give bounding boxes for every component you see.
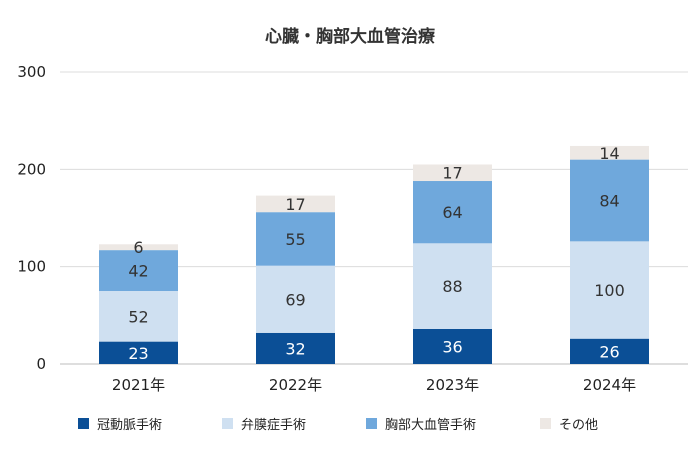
data-label: 42 xyxy=(128,262,148,281)
bar-segment xyxy=(99,341,178,364)
data-label: 64 xyxy=(442,203,462,222)
bar-segment xyxy=(413,328,492,364)
x-tick-label: 2023年 xyxy=(426,376,479,394)
bars: 23 52 42 6 32 69 55 17 36 88 64 17 26 100 84 14 xyxy=(99,144,649,364)
data-label: 23 xyxy=(128,344,148,363)
bar-segment xyxy=(256,265,335,333)
legend-label: 冠動脈手術 xyxy=(97,418,162,433)
y-axis: 0 100 200 300 xyxy=(17,63,46,373)
legend-swatch xyxy=(222,418,233,429)
data-label: 88 xyxy=(442,277,462,296)
x-tick-label: 2024年 xyxy=(583,376,636,394)
bar-segment xyxy=(570,145,649,160)
data-label: 84 xyxy=(599,191,619,210)
bar-segment xyxy=(99,250,178,291)
data-label: 32 xyxy=(285,339,305,358)
legend-swatch xyxy=(366,418,377,429)
legend-label: 弁膜症手術 xyxy=(241,418,306,433)
data-label: 6 xyxy=(133,238,143,257)
x-tick-label: 2021年 xyxy=(112,376,165,394)
bar-segment xyxy=(256,332,335,364)
data-label: 69 xyxy=(285,290,305,309)
legend-label: その他 xyxy=(559,418,598,433)
data-label: 52 xyxy=(128,307,148,326)
bar-segment xyxy=(570,241,649,339)
legend: 冠動脈手術 弁膜症手術 胸部大血管手術 その他 xyxy=(78,418,598,433)
bar-segment xyxy=(99,244,178,251)
legend-swatch xyxy=(540,418,551,429)
chart-title: 心臓・胸部大血管治療 xyxy=(265,26,436,47)
data-label: 36 xyxy=(442,337,462,356)
bar-segment xyxy=(570,159,649,242)
data-label: 17 xyxy=(442,164,462,183)
bar-segment xyxy=(570,338,649,364)
data-label: 100 xyxy=(594,281,625,300)
bar-segment xyxy=(256,212,335,266)
bar-segment xyxy=(99,291,178,342)
x-axis: 2021年 2022年 2023年 2024年 xyxy=(112,376,636,394)
data-label: 14 xyxy=(599,144,619,163)
y-tick-label: 100 xyxy=(17,258,46,276)
y-tick-label: 0 xyxy=(36,355,46,373)
data-label: 17 xyxy=(285,195,305,214)
y-tick-label: 300 xyxy=(17,63,46,81)
bar-segment xyxy=(413,164,492,182)
bar-segment xyxy=(256,195,335,213)
legend-swatch xyxy=(78,418,89,429)
data-label: 26 xyxy=(599,342,619,361)
y-tick-label: 200 xyxy=(17,160,46,178)
legend-label: 胸部大血管手術 xyxy=(385,418,476,433)
bar-segment xyxy=(413,243,492,329)
x-tick-label: 2022年 xyxy=(269,376,322,394)
bar-segment xyxy=(413,181,492,244)
data-label: 55 xyxy=(285,230,305,249)
